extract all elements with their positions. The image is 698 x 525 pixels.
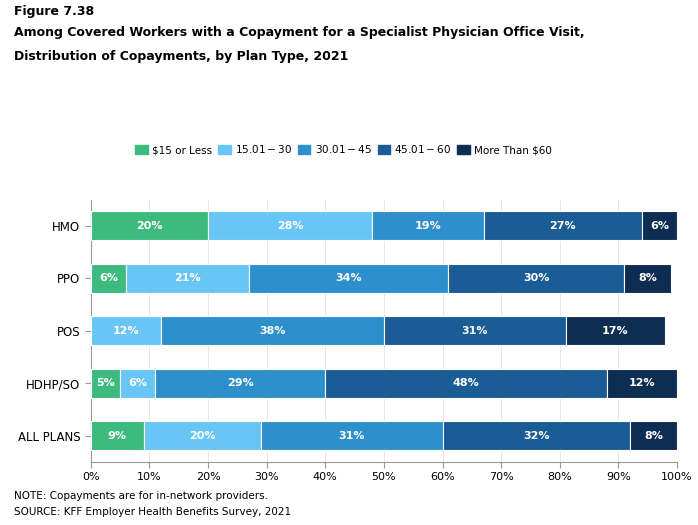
Bar	[325, 369, 607, 398]
Text: SOURCE: KFF Employer Health Benefits Survey, 2021: SOURCE: KFF Employer Health Benefits Sur…	[14, 507, 291, 517]
Bar	[126, 264, 249, 293]
Text: 20%: 20%	[189, 430, 216, 441]
Text: 17%: 17%	[602, 326, 629, 336]
Text: 48%: 48%	[452, 378, 480, 388]
Bar	[91, 316, 161, 345]
Legend: $15 or Less, $15.01 - $30, $30.01 - $45, $45.01 - $60, More Than $60: $15 or Less, $15.01 - $30, $30.01 - $45,…	[131, 139, 556, 160]
Bar	[443, 421, 630, 450]
Bar	[607, 369, 677, 398]
Text: 21%: 21%	[174, 273, 201, 284]
Bar	[91, 369, 120, 398]
Text: NOTE: Copayments are for in-network providers.: NOTE: Copayments are for in-network prov…	[14, 491, 268, 501]
Bar	[249, 264, 448, 293]
Bar	[208, 211, 372, 240]
Text: 34%: 34%	[336, 273, 362, 284]
Bar	[91, 211, 208, 240]
Text: 31%: 31%	[339, 430, 365, 441]
Text: 8%: 8%	[644, 430, 663, 441]
Text: 19%: 19%	[415, 220, 441, 231]
Bar	[372, 211, 484, 240]
Text: 6%: 6%	[128, 378, 147, 388]
Bar	[261, 421, 443, 450]
Text: 32%: 32%	[523, 430, 549, 441]
Bar	[624, 264, 671, 293]
Text: 38%: 38%	[259, 326, 285, 336]
Bar	[384, 316, 565, 345]
Text: 6%: 6%	[99, 273, 118, 284]
Text: 30%: 30%	[524, 273, 549, 284]
Text: 9%: 9%	[107, 430, 126, 441]
Text: Figure 7.38: Figure 7.38	[14, 5, 94, 18]
Text: Distribution of Copayments, by Plan Type, 2021: Distribution of Copayments, by Plan Type…	[14, 50, 348, 63]
Bar	[484, 211, 642, 240]
Text: Among Covered Workers with a Copayment for a Specialist Physician Office Visit,: Among Covered Workers with a Copayment f…	[14, 26, 585, 39]
Text: 5%: 5%	[96, 378, 114, 388]
Text: 12%: 12%	[629, 378, 655, 388]
Text: 31%: 31%	[461, 326, 488, 336]
Text: 27%: 27%	[549, 220, 576, 231]
Text: 6%: 6%	[650, 220, 669, 231]
Text: 20%: 20%	[136, 220, 163, 231]
Text: 28%: 28%	[277, 220, 304, 231]
Bar	[630, 421, 677, 450]
Bar	[155, 369, 325, 398]
Bar	[642, 211, 677, 240]
Text: 12%: 12%	[112, 326, 139, 336]
Text: 8%: 8%	[638, 273, 658, 284]
Bar	[161, 316, 384, 345]
Bar	[565, 316, 665, 345]
Bar	[144, 421, 261, 450]
Bar	[120, 369, 155, 398]
Bar	[91, 421, 144, 450]
Text: 29%: 29%	[227, 378, 253, 388]
Bar	[448, 264, 624, 293]
Bar	[91, 264, 126, 293]
